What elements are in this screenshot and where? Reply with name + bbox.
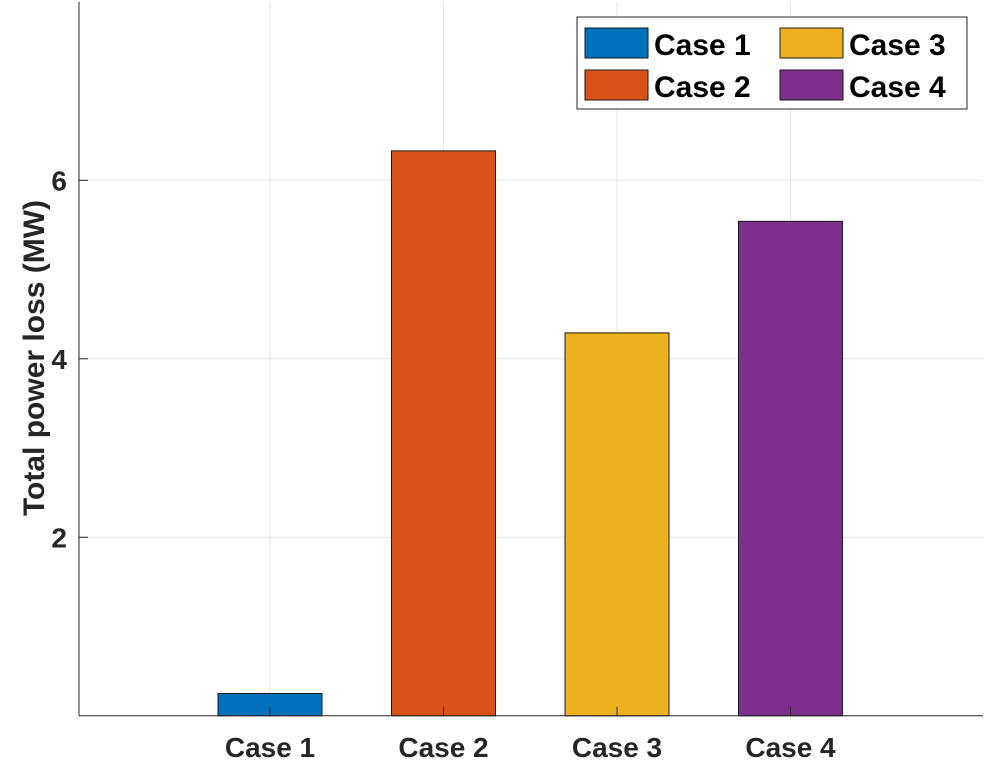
y-tick-label: 2 [51, 522, 67, 553]
legend-swatch [584, 69, 649, 101]
legend-swatch [779, 27, 844, 59]
legend-label: Case 1 [654, 29, 751, 62]
x-tick-label: Case 3 [572, 732, 662, 763]
y-tick-label: 4 [51, 344, 67, 375]
x-tick-label: Case 2 [398, 732, 488, 763]
legend-label: Case 2 [654, 71, 751, 104]
x-tick-labels: Case 1 Case 2 Case 3 Case 4 [225, 732, 836, 763]
bar-case-4 [738, 220, 843, 717]
legend-label: Case 4 [849, 71, 946, 104]
legend-label: Case 3 [849, 29, 946, 62]
bars [217, 150, 843, 717]
bar-case-3 [564, 332, 670, 717]
legend-swatch [779, 69, 844, 101]
legend-swatch [584, 27, 649, 59]
axes [78, 1, 983, 717]
x-tick-label: Case 4 [745, 732, 836, 763]
bar-case-2 [391, 150, 496, 717]
y-tick-label: 6 [51, 165, 67, 196]
y-axis-label: Total power loss (MW) [18, 200, 51, 516]
legend: Case 1 Case 2 Case 3 Case 4 [576, 16, 968, 110]
x-tick-label: Case 1 [225, 732, 315, 763]
y-tick-labels: 2 4 6 [51, 165, 67, 553]
